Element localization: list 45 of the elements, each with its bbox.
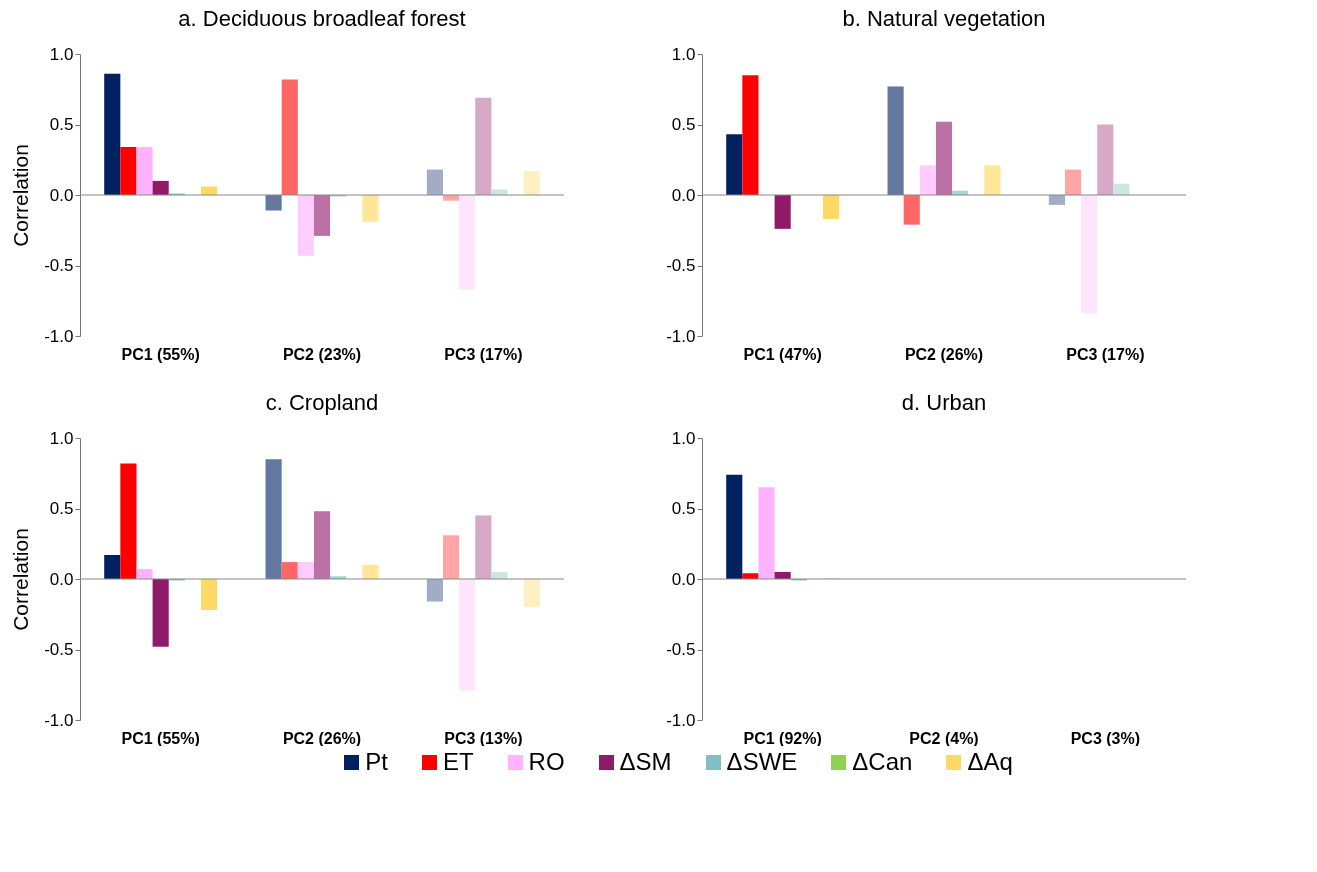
- chart-title: a. Deciduous broadleaf forest: [178, 6, 466, 31]
- y-tick-label: -1.0: [44, 710, 74, 730]
- y-tick-label: 0.5: [671, 115, 696, 134]
- x-tick-label: PC1 (55%): [121, 345, 200, 363]
- y-tick-label: 0.0: [49, 185, 74, 205]
- y-tick-label: 0.5: [49, 115, 74, 134]
- x-tick-label: PC3 (17%): [1066, 345, 1145, 363]
- legend-label: Pt: [365, 748, 388, 776]
- x-tick-label: PC1 (47%): [743, 345, 822, 363]
- y-tick-label: 1.0: [671, 428, 696, 448]
- chart-title: c. Cropland: [265, 390, 379, 415]
- y-tick-label: 0.0: [671, 569, 696, 589]
- x-tick-label: PC2 (26%): [282, 729, 362, 747]
- y-axis-title: Correlation: [9, 144, 33, 247]
- y-tick-label: -0.5: [666, 256, 696, 275]
- x-tick-label: PC2 (23%): [282, 345, 362, 363]
- legend-label: ΔSWE: [726, 748, 798, 776]
- y-tick-label: 0.5: [671, 499, 696, 518]
- y-tick-label: 1.0: [671, 44, 696, 64]
- y-tick-label: -1.0: [666, 710, 696, 730]
- y-tick-label: 1.0: [49, 44, 74, 64]
- x-tick-label: PC3 (13%): [444, 729, 523, 747]
- x-tick-label: PC2 (26%): [904, 345, 984, 363]
- legend-label: ET: [442, 748, 474, 776]
- x-tick-label: PC1 (92%): [743, 729, 822, 747]
- y-tick-label: -1.0: [44, 326, 74, 346]
- x-tick-label: PC3 (17%): [444, 345, 523, 363]
- x-tick-label: PC2 (4%): [909, 729, 979, 747]
- y-tick-label: -0.5: [44, 640, 74, 659]
- y-tick-label: -0.5: [44, 256, 74, 275]
- x-tick-label: PC1 (55%): [121, 729, 200, 747]
- y-tick-label: 0.5: [49, 499, 74, 518]
- y-tick-label: -1.0: [666, 326, 696, 346]
- chart-title: d. Urban: [901, 390, 987, 415]
- legend-label: ΔSM: [619, 748, 672, 776]
- y-tick-label: 1.0: [49, 428, 74, 448]
- y-tick-label: 0.0: [671, 185, 696, 205]
- legend-label: ΔCan: [852, 748, 913, 776]
- x-tick-label: PC3 (3%): [1070, 729, 1141, 747]
- legend-label: RO: [528, 748, 565, 776]
- y-axis-title: Correlation: [9, 528, 33, 631]
- y-tick-label: -0.5: [666, 640, 696, 659]
- legend-label: ΔAq: [967, 748, 1013, 776]
- y-tick-label: 0.0: [49, 569, 74, 589]
- chart-title: b. Natural vegetation: [842, 6, 1046, 31]
